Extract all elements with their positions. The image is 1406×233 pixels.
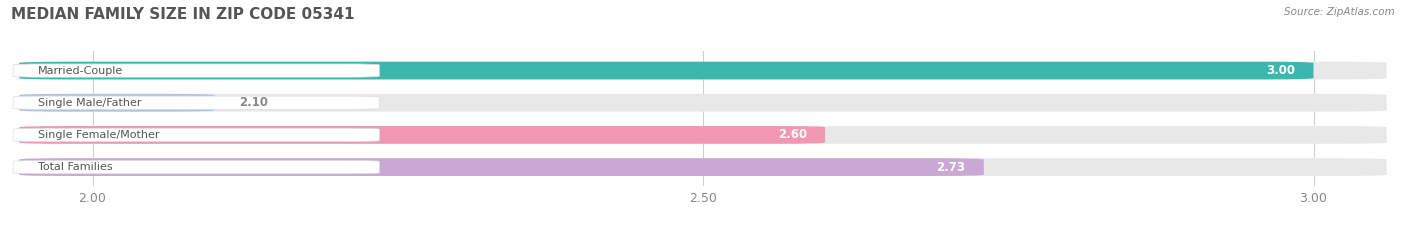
Text: 2.60: 2.60 [778, 128, 807, 141]
FancyBboxPatch shape [20, 62, 1313, 79]
Text: Total Families: Total Families [38, 162, 112, 172]
Text: Married-Couple: Married-Couple [38, 65, 122, 75]
Text: Single Male/Father: Single Male/Father [38, 98, 141, 108]
FancyBboxPatch shape [13, 161, 380, 174]
FancyBboxPatch shape [20, 126, 1386, 144]
Text: 2.73: 2.73 [936, 161, 966, 174]
FancyBboxPatch shape [20, 158, 984, 176]
FancyBboxPatch shape [20, 62, 1386, 79]
Text: 3.00: 3.00 [1267, 64, 1295, 77]
Text: Single Female/Mother: Single Female/Mother [38, 130, 159, 140]
FancyBboxPatch shape [13, 96, 380, 109]
FancyBboxPatch shape [13, 64, 380, 77]
FancyBboxPatch shape [13, 128, 380, 142]
FancyBboxPatch shape [20, 94, 215, 112]
FancyBboxPatch shape [20, 94, 1386, 112]
FancyBboxPatch shape [20, 126, 825, 144]
Text: MEDIAN FAMILY SIZE IN ZIP CODE 05341: MEDIAN FAMILY SIZE IN ZIP CODE 05341 [11, 7, 354, 22]
FancyBboxPatch shape [20, 158, 1386, 176]
Text: 2.10: 2.10 [239, 96, 269, 109]
Text: Source: ZipAtlas.com: Source: ZipAtlas.com [1284, 7, 1395, 17]
